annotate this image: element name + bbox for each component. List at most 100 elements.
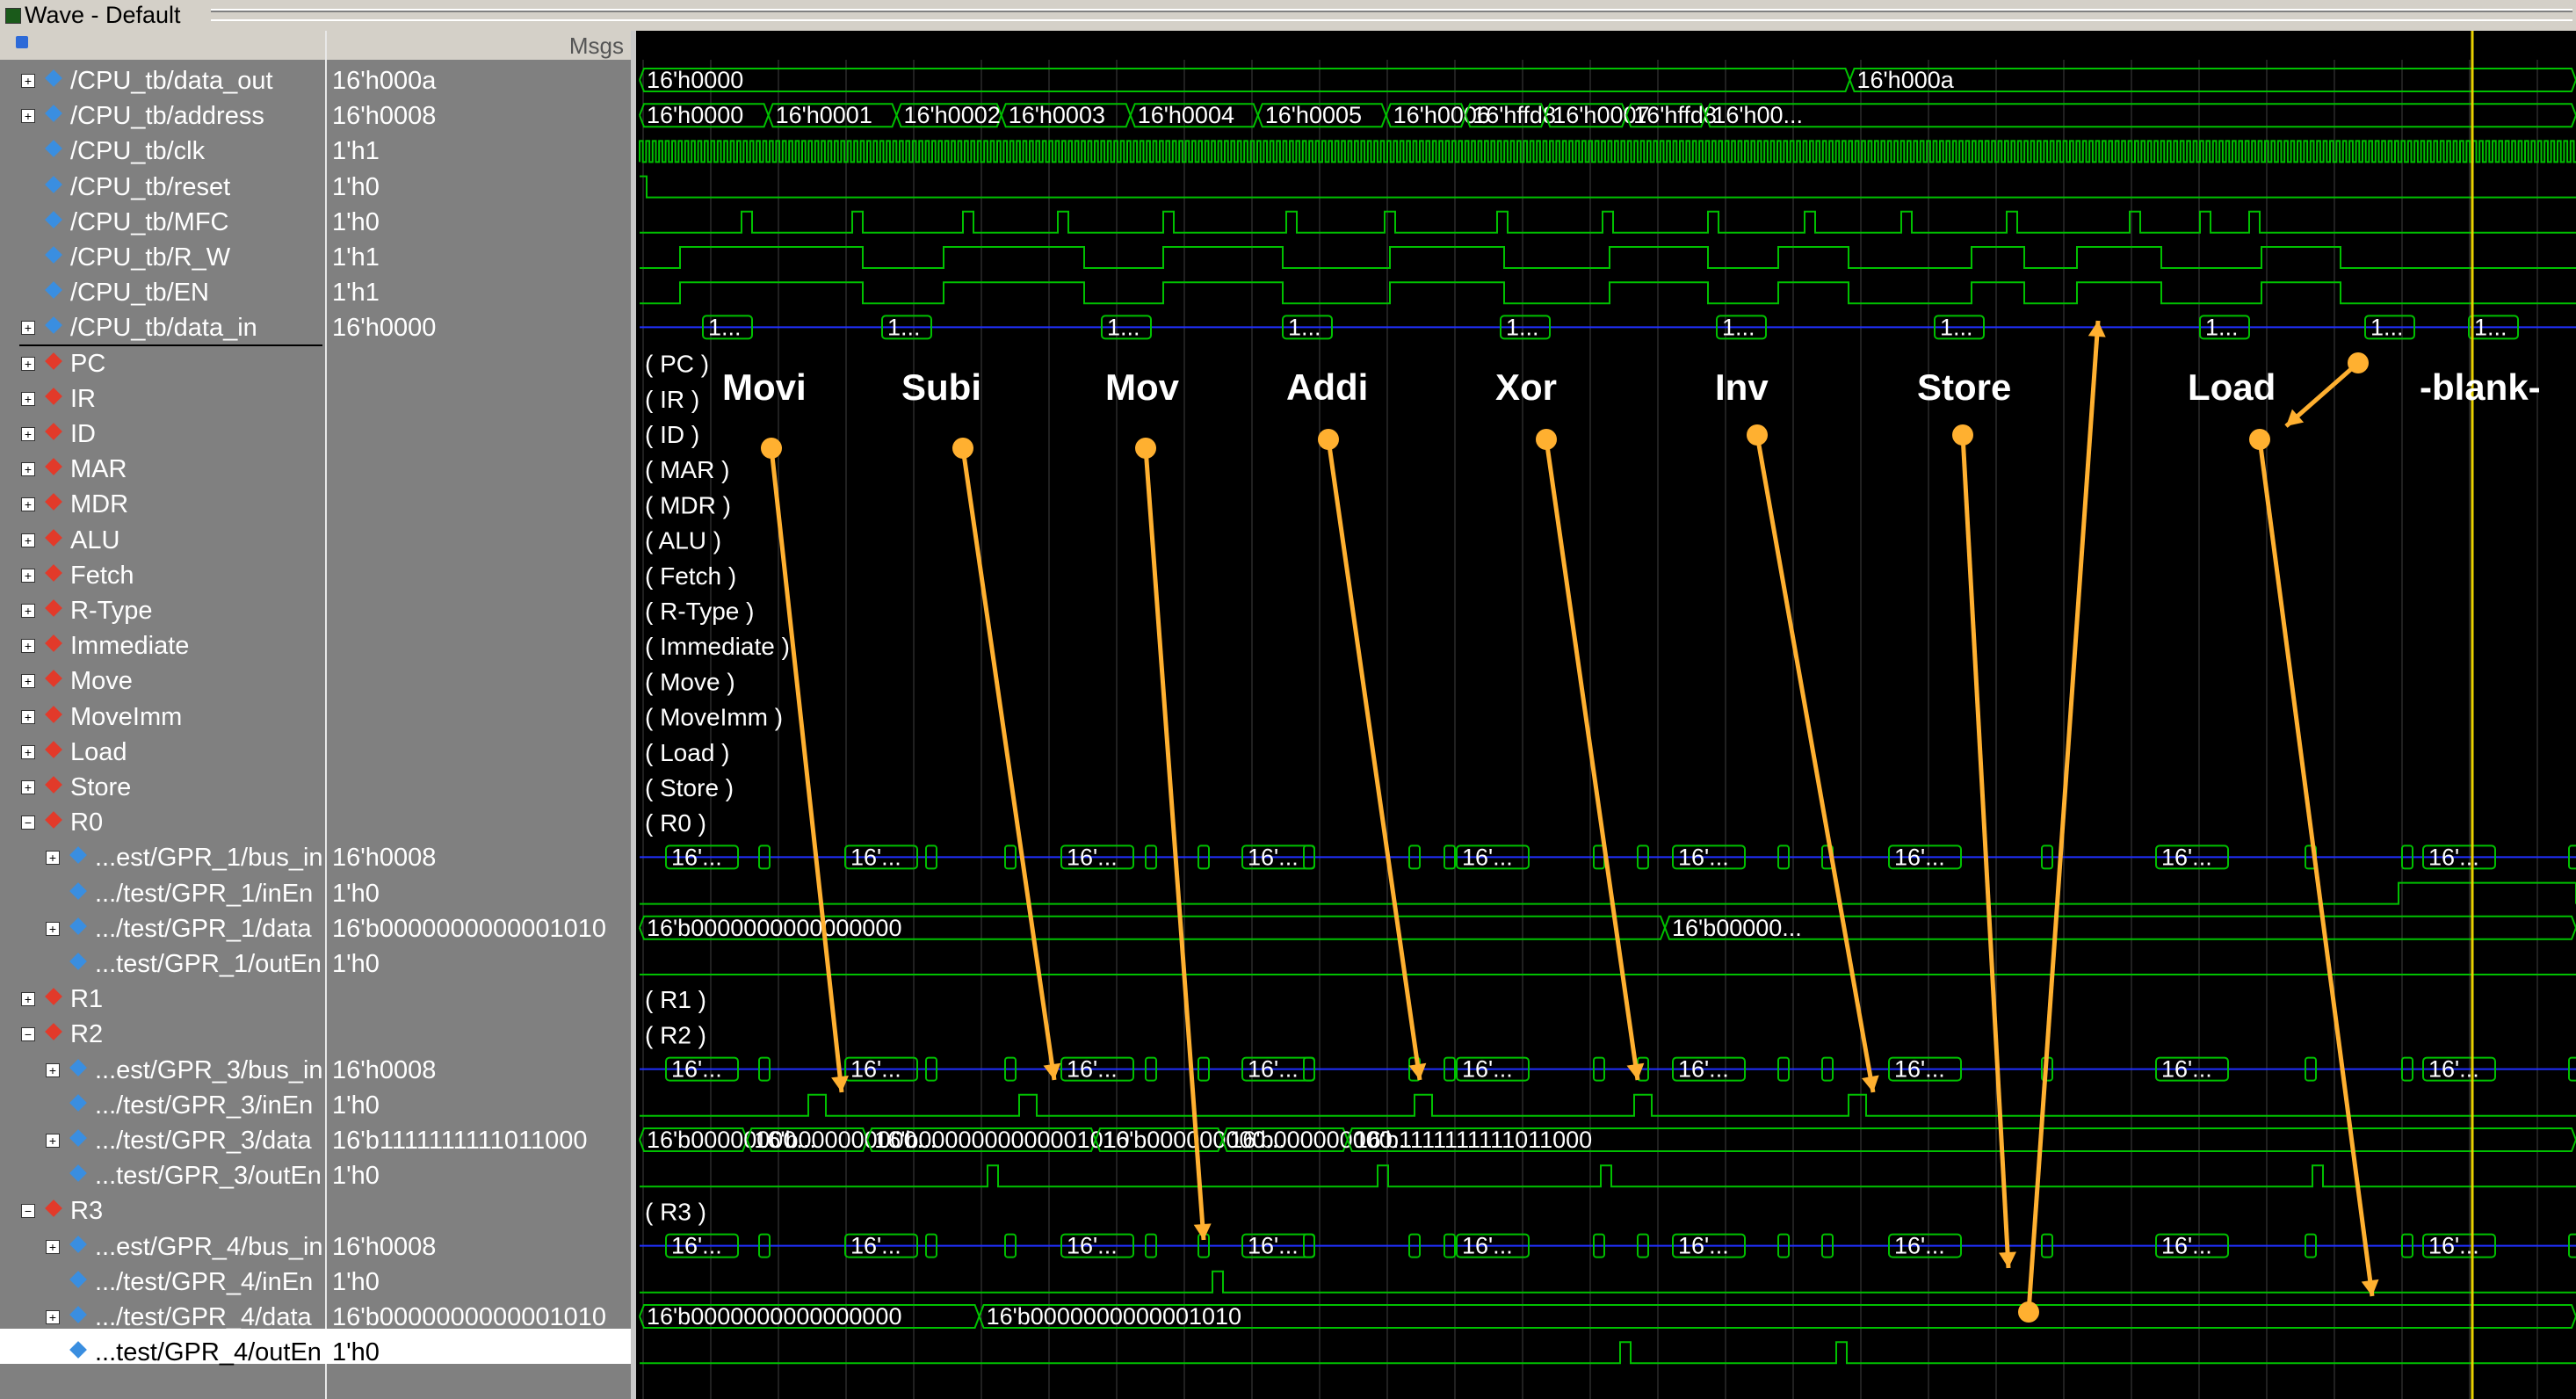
signal-name[interactable]: /CPU_tb/MFC [70,207,229,236]
expand-toggle-icon[interactable]: + [21,604,35,618]
expand-toggle-icon[interactable]: + [21,639,35,654]
signal-name[interactable]: PC [70,349,106,378]
signal-row[interactable]: + /CPU_tb/address 16'h0008 [0,98,631,134]
signal-name[interactable]: .../test/GPR_4/data [95,1303,312,1331]
signal-name[interactable]: /CPU_tb/address [70,102,264,131]
signal-row[interactable]: + IR [0,381,631,417]
signal-name[interactable]: MAR [70,455,127,484]
expand-toggle-icon[interactable]: + [21,427,35,441]
signal-name[interactable]: ...test/GPR_3/outEn [95,1162,322,1191]
expand-toggle-icon[interactable]: + [21,744,35,759]
signal-name[interactable]: Immediate [70,632,190,661]
expand-toggle-icon[interactable]: + [21,674,35,689]
signal-row[interactable]: + /CPU_tb/data_in 16'h0000 [0,310,631,345]
signal-name[interactable]: .../test/GPR_3/inEn [95,1091,314,1120]
signal-name[interactable]: R3 [70,1197,104,1226]
signal-name[interactable]: ...test/GPR_4/outEn [95,1338,322,1367]
signal-row[interactable]: + Store [0,770,631,805]
expand-toggle-icon[interactable]: + [21,391,35,406]
signal-row[interactable]: + /CPU_tb/data_out 16'h000a [0,63,631,98]
expand-toggle-icon[interactable]: + [46,921,60,936]
expand-toggle-icon[interactable]: + [21,356,35,371]
expand-toggle-icon[interactable]: + [21,321,35,336]
signal-row[interactable]: .../test/GPR_3/inEn 1'h0 [0,1088,631,1123]
signal-row[interactable]: + MAR [0,452,631,487]
signal-name[interactable]: Load [70,737,127,766]
expand-toggle-icon[interactable]: + [21,780,35,794]
signal-row[interactable]: ...test/GPR_4/outEn 1'h0 [0,1335,631,1370]
signal-row[interactable]: + PC [0,346,631,381]
signal-name[interactable]: ID [70,420,96,448]
expand-toggle-icon[interactable]: − [21,815,35,830]
signal-row[interactable]: ...test/GPR_3/outEn 1'h0 [0,1158,631,1193]
signal-name[interactable]: ...test/GPR_1/outEn [95,950,322,978]
signal-row[interactable]: + ...est/GPR_1/bus_in 16'h0008 [0,840,631,875]
expand-toggle-icon[interactable]: + [46,1134,60,1148]
signal-row[interactable]: /CPU_tb/EN 1'h1 [0,275,631,310]
signal-name[interactable]: .../test/GPR_1/inEn [95,879,314,908]
signal-name[interactable]: R0 [70,808,104,837]
signal-name[interactable]: ...est/GPR_3/bus_in [95,1055,323,1084]
expand-toggle-icon[interactable]: + [46,1310,60,1324]
expand-toggle-icon[interactable]: + [46,1062,60,1077]
dropdown-icon[interactable] [16,36,28,48]
expand-toggle-icon[interactable]: − [21,1204,35,1219]
expand-toggle-icon[interactable]: + [21,533,35,547]
signal-name[interactable]: R-Type [70,597,153,625]
signal-name[interactable]: ALU [70,526,120,555]
expand-toggle-icon[interactable]: + [21,497,35,512]
signal-row[interactable]: − R0 [0,805,631,840]
signal-row[interactable]: + ALU [0,523,631,558]
signal-row[interactable]: + Move [0,663,631,699]
signal-row[interactable]: + MoveImm [0,700,631,735]
signal-row[interactable]: + ...est/GPR_3/bus_in 16'h0008 [0,1053,631,1088]
signal-name[interactable]: Move [70,667,133,696]
signal-row[interactable]: + R-Type [0,593,631,628]
expand-toggle-icon[interactable]: + [21,992,35,1007]
expand-toggle-icon[interactable]: + [21,74,35,88]
signal-name[interactable]: ...est/GPR_1/bus_in [95,844,323,873]
signal-row[interactable]: + .../test/GPR_4/data 16'b0000000000001010 [0,1300,631,1335]
signal-row[interactable]: + MDR [0,487,631,522]
signal-row[interactable]: − R2 [0,1017,631,1052]
signal-name[interactable]: MoveImm [70,702,183,731]
titlebar-grip[interactable] [211,9,2572,21]
signal-row[interactable]: − R3 [0,1193,631,1229]
signal-row[interactable]: ...test/GPR_1/outEn 1'h0 [0,946,631,982]
expand-toggle-icon[interactable]: + [21,109,35,124]
signal-name[interactable]: IR [70,384,96,413]
expand-toggle-icon[interactable]: + [46,851,60,866]
signal-name[interactable]: Fetch [70,561,134,590]
signal-name[interactable]: R1 [70,985,104,1014]
signal-row[interactable]: + Load [0,735,631,770]
signal-name[interactable]: R2 [70,1020,104,1049]
signal-row[interactable]: + .../test/GPR_3/data 16'b1111111111011000 [0,1123,631,1158]
signal-row[interactable]: + .../test/GPR_1/data 16'b0000000000001010 [0,911,631,946]
signal-row[interactable]: + ...est/GPR_4/bus_in 16'h0008 [0,1229,631,1265]
signal-name[interactable]: MDR [70,490,129,519]
signal-name[interactable]: /CPU_tb/clk [70,137,206,166]
waveform-area[interactable]: 16'h0000 16'h000a 16'h0000 16'h0001 16'h0002… [636,31,2576,1399]
expand-toggle-icon[interactable]: + [21,568,35,583]
signal-row[interactable]: .../test/GPR_1/inEn 1'h0 [0,876,631,911]
signal-name[interactable]: /CPU_tb/R_W [70,243,231,272]
expand-toggle-icon[interactable]: − [21,1027,35,1042]
signal-row[interactable]: /CPU_tb/clk 1'h1 [0,134,631,169]
signal-row[interactable]: .../test/GPR_4/inEn 1'h0 [0,1265,631,1300]
expand-toggle-icon[interactable]: + [21,709,35,724]
signal-row[interactable]: + Fetch [0,558,631,593]
column-separator[interactable] [325,31,327,1399]
signal-name[interactable]: .../test/GPR_4/inEn [95,1267,314,1296]
signal-row[interactable]: + R1 [0,982,631,1017]
pane-separator[interactable] [631,31,636,1399]
signal-name[interactable]: /CPU_tb/data_in [70,314,257,343]
signal-name[interactable]: .../test/GPR_3/data [95,1127,312,1155]
signal-row[interactable]: /CPU_tb/R_W 1'h1 [0,240,631,275]
expand-toggle-icon[interactable]: + [21,462,35,477]
signal-name[interactable]: ...est/GPR_4/bus_in [95,1232,323,1261]
signal-name[interactable]: /CPU_tb/EN [70,279,209,308]
signal-name[interactable]: Store [70,773,132,801]
signal-row[interactable]: + Immediate [0,628,631,663]
signal-row[interactable]: /CPU_tb/reset 1'h0 [0,170,631,205]
signal-name[interactable]: /CPU_tb/data_out [70,67,273,95]
